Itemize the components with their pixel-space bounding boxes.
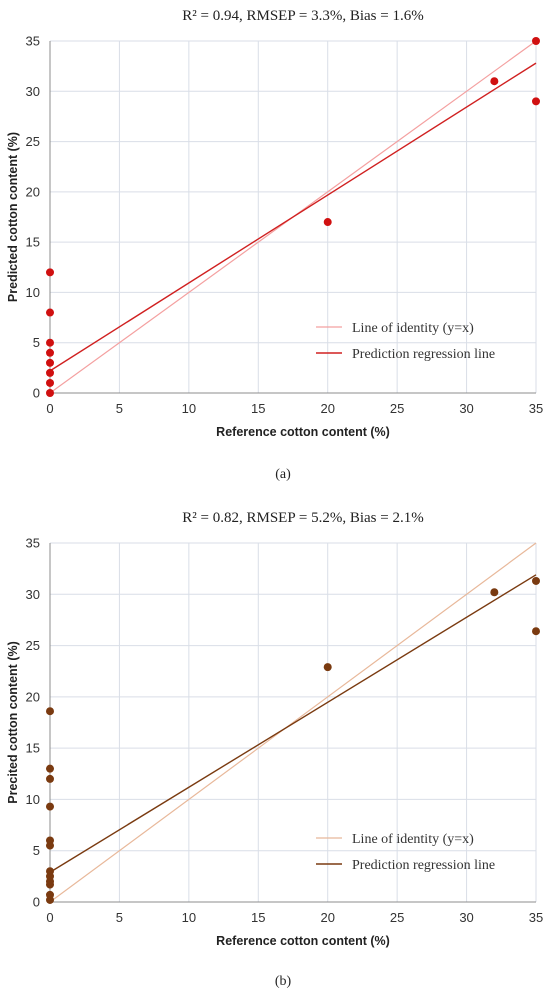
y-tick-label: 30 [26,84,40,99]
data-point [46,268,54,277]
data-point [490,588,499,597]
data-point [46,308,54,317]
data-point [532,97,540,106]
y-tick-label: 15 [26,741,40,756]
data-point [46,764,54,773]
y-tick-label: 10 [26,285,40,300]
data-point [46,707,54,716]
regression-line [49,62,537,372]
y-axis-label: Precited cotton content (%) [6,641,20,804]
x-tick-label: 30 [459,401,473,416]
regression-line [49,574,537,873]
chart-title: R² = 0.94, RMSEP = 3.3%, Bias = 1.6% [182,8,423,24]
y-tick-label: 15 [26,235,40,250]
y-tick-label: 0 [33,895,40,910]
data-point [532,37,540,45]
chart-b: R² = 0.82, RMSEP = 5.2%, Bias = 2.1% 0 5 10… [6,510,543,989]
legend-label: Prediction regression line [352,858,495,873]
x-tick-label: 0 [46,401,53,416]
figure-caption: (b) [275,974,292,989]
data-point [46,836,54,845]
x-tick-label: 30 [459,910,473,925]
data-point [323,218,332,227]
data-point [46,338,54,347]
y-tick-label: 25 [26,638,40,653]
data-point [46,890,54,899]
data-point [46,389,54,397]
chart-title: R² = 0.82, RMSEP = 5.2%, Bias = 2.1% [182,510,423,526]
y-tick-label: 0 [33,386,40,401]
y-tick-label: 5 [33,335,40,350]
x-tick-label: 20 [320,910,334,925]
x-axis-label: Reference cotton content (%) [216,934,390,948]
x-tick-label: 5 [116,401,123,416]
x-axis-label: Reference cotton content (%) [216,425,390,439]
data-point [532,627,540,636]
y-tick-label: 35 [26,34,40,49]
y-axis-label: Predicted cotton content (%) [6,132,20,302]
data-point [46,358,54,367]
x-tick-label: 10 [182,910,196,925]
x-tick-label: 0 [46,910,53,925]
chart-a: R² = 0.94, RMSEP = 3.3%, Bias = 1.6% 0 5 10… [6,8,543,482]
y-tick-label: 10 [26,792,40,807]
y-tick-label: 35 [26,536,40,551]
y-tick-label: 20 [26,184,40,199]
y-tick-label: 20 [26,689,40,704]
legend-label: Line of identity (y=x) [352,321,474,336]
figure-caption: (a) [275,467,291,482]
x-tick-label: 35 [529,401,543,416]
x-tick-label: 15 [251,910,265,925]
x-tick-label: 25 [390,401,404,416]
y-tick-label: 30 [26,587,40,602]
x-tick-label: 10 [182,401,196,416]
x-tick-label: 20 [320,401,334,416]
legend-label: Prediction regression line [352,347,495,362]
legend-label: Line of identity (y=x) [352,832,474,847]
x-tick-label: 35 [529,910,543,925]
identity-line [49,542,537,903]
x-tick-label: 5 [116,910,123,925]
y-tick-label: 25 [26,134,40,149]
data-point [46,368,54,377]
data-point [46,802,54,811]
x-tick-label: 15 [251,401,265,416]
x-tick-label: 25 [390,910,404,925]
y-tick-label: 5 [33,843,40,858]
data-point [46,774,54,783]
data-point [46,867,54,876]
data-point [323,663,332,672]
data-point [532,576,540,585]
data-point [46,348,54,357]
data-point [46,378,54,387]
data-point [490,77,499,86]
